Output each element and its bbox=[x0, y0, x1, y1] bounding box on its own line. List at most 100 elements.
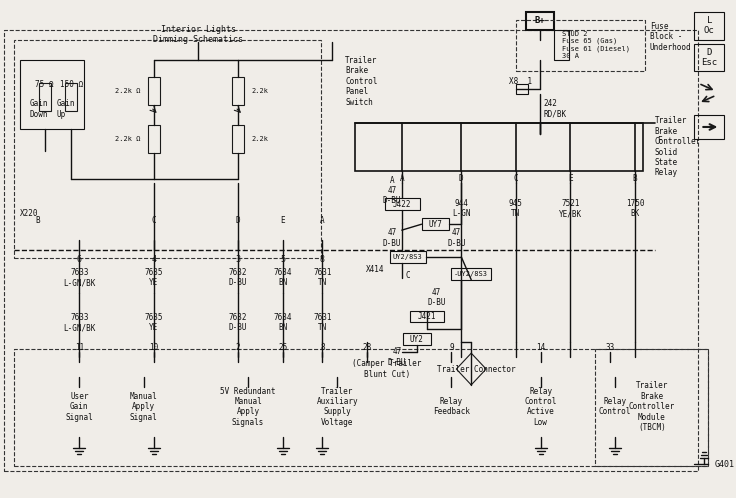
Text: G401: G401 bbox=[714, 460, 735, 469]
Text: Fuse
Block -
Underhood: Fuse Block - Underhood bbox=[650, 22, 691, 52]
Bar bbox=[14, 40, 322, 258]
Text: 5V Redundant
Manual
Apply
Signals: 5V Redundant Manual Apply Signals bbox=[220, 386, 276, 427]
Bar bbox=[403, 333, 431, 345]
Text: 33: 33 bbox=[606, 343, 615, 352]
Text: J421: J421 bbox=[417, 312, 436, 321]
Bar bbox=[66, 83, 77, 111]
Text: 2: 2 bbox=[236, 343, 241, 352]
Bar bbox=[4, 30, 698, 471]
Text: 3: 3 bbox=[236, 255, 241, 264]
Text: 242
RD/BK: 242 RD/BK bbox=[544, 100, 567, 119]
Text: UY2: UY2 bbox=[410, 335, 424, 344]
Text: Trailer
Auxiliary
Supply
Voltage: Trailer Auxiliary Supply Voltage bbox=[316, 386, 358, 427]
Text: 8: 8 bbox=[320, 343, 325, 352]
Text: 2.2k: 2.2k bbox=[251, 136, 268, 142]
Text: 2.2k Ω: 2.2k Ω bbox=[116, 136, 141, 142]
Text: 2.2k Ω: 2.2k Ω bbox=[116, 88, 141, 94]
Bar bbox=[526, 12, 553, 30]
Text: 7521
YE/BK: 7521 YE/BK bbox=[559, 199, 582, 218]
Text: B+: B+ bbox=[534, 16, 545, 25]
Text: (Camper Trailer
Blunt Cut): (Camper Trailer Blunt Cut) bbox=[353, 360, 422, 379]
Text: Trailer
Brake
Control
Panel
Switch: Trailer Brake Control Panel Switch bbox=[345, 56, 378, 107]
Text: 6: 6 bbox=[77, 255, 82, 264]
Text: C: C bbox=[514, 174, 518, 183]
Text: User
Gain
Signal: User Gain Signal bbox=[66, 392, 93, 422]
Text: L
Oc: L Oc bbox=[704, 16, 715, 35]
Text: 25: 25 bbox=[278, 343, 287, 352]
Text: 75 Ω: 75 Ω bbox=[35, 80, 54, 89]
Bar bbox=[148, 77, 160, 105]
Text: Gain
Down: Gain Down bbox=[29, 100, 49, 119]
Text: 10: 10 bbox=[149, 343, 158, 352]
Text: -UY2/8S3: -UY2/8S3 bbox=[454, 271, 488, 277]
Text: 47
D-BU: 47 D-BU bbox=[383, 229, 401, 248]
Text: C: C bbox=[152, 216, 156, 225]
Text: D
Esc: D Esc bbox=[701, 48, 718, 67]
Text: B: B bbox=[633, 174, 637, 183]
Text: 14: 14 bbox=[536, 343, 545, 352]
Text: 47
D-BU: 47 D-BU bbox=[388, 348, 406, 367]
Text: 8: 8 bbox=[320, 255, 325, 264]
Text: Interior Lights
Dimming Schematics: Interior Lights Dimming Schematics bbox=[153, 25, 244, 44]
Text: 7634
BN: 7634 BN bbox=[274, 313, 292, 332]
Text: 945
TN: 945 TN bbox=[509, 199, 523, 218]
Text: 7631
TN: 7631 TN bbox=[314, 268, 332, 287]
Text: 2.2k: 2.2k bbox=[251, 88, 268, 94]
Text: 7634
BN: 7634 BN bbox=[274, 268, 292, 287]
Text: UY7: UY7 bbox=[428, 220, 442, 229]
Text: E: E bbox=[568, 174, 573, 183]
Bar bbox=[695, 44, 724, 71]
Bar bbox=[516, 84, 528, 94]
Text: 4: 4 bbox=[152, 255, 156, 264]
Text: Relay
Control: Relay Control bbox=[599, 397, 631, 416]
Text: 47
D-BU: 47 D-BU bbox=[447, 229, 466, 248]
Bar bbox=[390, 251, 425, 263]
Text: 47
D-BU: 47 D-BU bbox=[428, 288, 446, 307]
Text: Trailer Connector: Trailer Connector bbox=[437, 365, 515, 374]
Text: D: D bbox=[459, 174, 464, 183]
Text: D: D bbox=[236, 216, 241, 225]
Text: 7631
TN: 7631 TN bbox=[314, 313, 332, 332]
Text: Gain
Up: Gain Up bbox=[57, 100, 75, 119]
Text: 9: 9 bbox=[449, 343, 453, 352]
Bar bbox=[422, 218, 450, 230]
Bar bbox=[232, 77, 244, 105]
Text: 7633
L-GN/BK: 7633 L-GN/BK bbox=[63, 313, 96, 332]
Bar bbox=[410, 311, 445, 322]
Text: UY2/8S3: UY2/8S3 bbox=[393, 254, 422, 260]
Text: A: A bbox=[320, 216, 325, 225]
Text: 7635
YE: 7635 YE bbox=[144, 268, 163, 287]
Text: 1750
BK: 1750 BK bbox=[626, 199, 644, 218]
Text: Trailer
Brake
Controller
Solid
State
Relay: Trailer Brake Controller Solid State Rel… bbox=[655, 117, 701, 177]
Text: J422: J422 bbox=[392, 200, 411, 209]
Text: C: C bbox=[406, 271, 410, 280]
Bar bbox=[14, 349, 708, 466]
Text: 5: 5 bbox=[280, 255, 286, 264]
Text: Relay
Feedback: Relay Feedback bbox=[433, 397, 470, 416]
Text: 7633
L-GN/BK: 7633 L-GN/BK bbox=[63, 268, 96, 287]
Bar bbox=[355, 123, 643, 171]
Bar bbox=[148, 125, 160, 153]
Text: Trailer
Brake
Controller
Module
(TBCM): Trailer Brake Controller Module (TBCM) bbox=[629, 381, 675, 432]
Bar bbox=[451, 268, 491, 280]
Text: A: A bbox=[400, 174, 404, 183]
Text: X414: X414 bbox=[366, 265, 384, 274]
Text: Manual
Apply
Signal: Manual Apply Signal bbox=[130, 392, 158, 422]
Text: E: E bbox=[280, 216, 285, 225]
Text: 7635
YE: 7635 YE bbox=[144, 313, 163, 332]
Text: X220: X220 bbox=[20, 209, 38, 218]
Text: 7632
D-BU: 7632 D-BU bbox=[229, 268, 247, 287]
Bar bbox=[516, 20, 645, 71]
Text: 7632
D-BU: 7632 D-BU bbox=[229, 313, 247, 332]
Text: 11: 11 bbox=[75, 343, 84, 352]
Bar bbox=[385, 198, 420, 210]
Bar bbox=[553, 30, 570, 60]
Bar bbox=[695, 115, 724, 139]
Text: B: B bbox=[35, 216, 40, 225]
Text: F: F bbox=[657, 136, 662, 145]
Bar bbox=[695, 12, 724, 40]
Text: 28: 28 bbox=[362, 343, 372, 352]
Text: STUD 2
Fuse 65 (Gas)
Fuse 61 (Diesel)
30 A: STUD 2 Fuse 65 (Gas) Fuse 61 (Diesel) 30… bbox=[562, 31, 629, 59]
Bar bbox=[39, 83, 51, 111]
Text: A
47
D-BU: A 47 D-BU bbox=[383, 176, 401, 205]
